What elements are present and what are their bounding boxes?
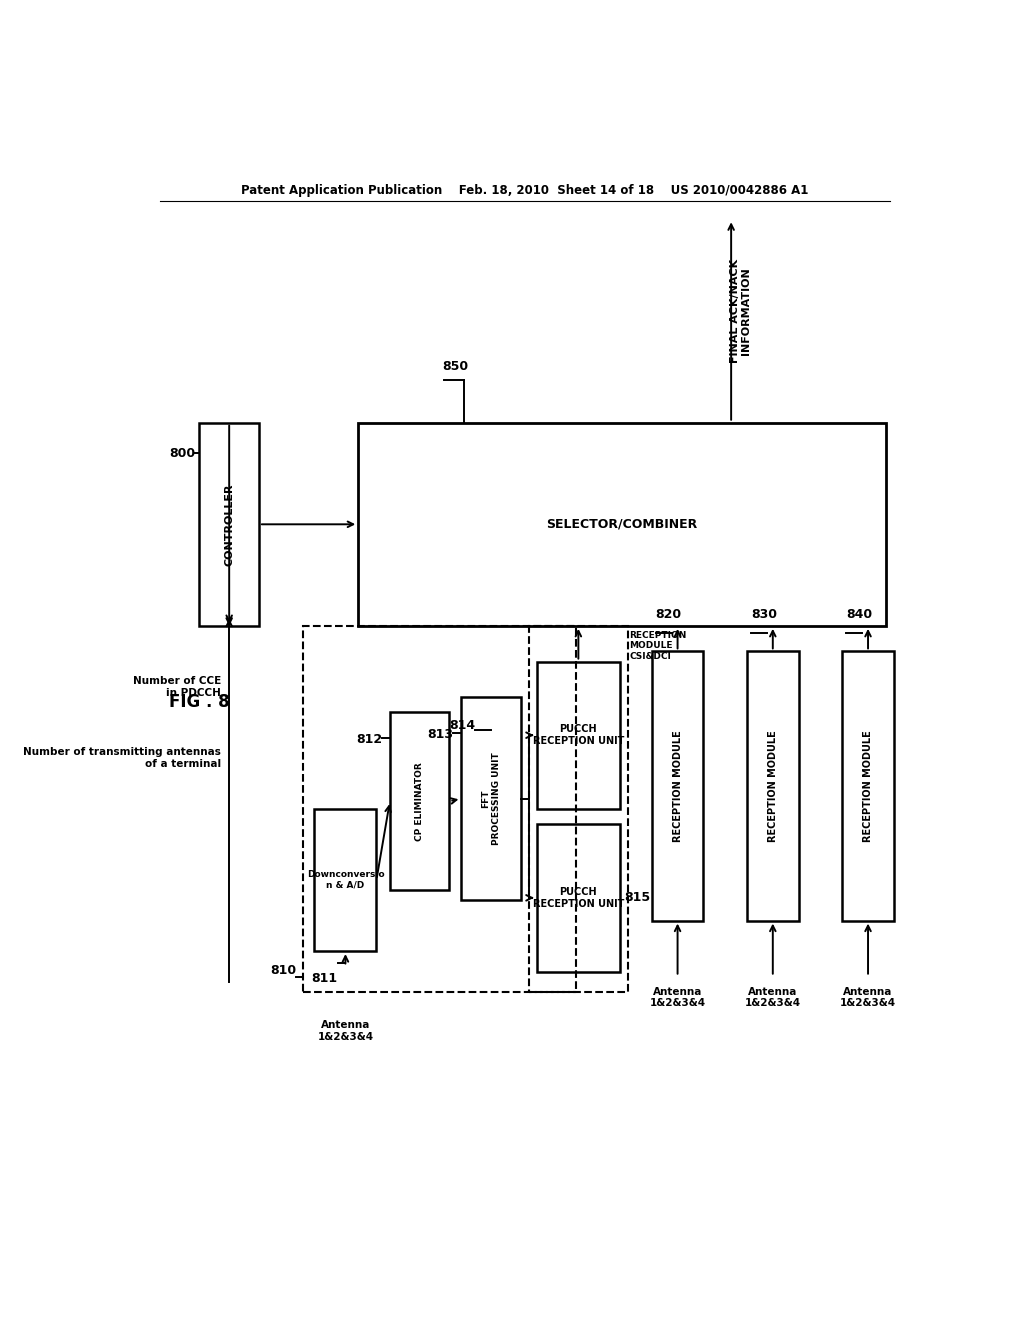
Bar [537,661,620,809]
Text: RECEPTION MODULE: RECEPTION MODULE [673,730,683,842]
Text: Antenna
1&2&3&4: Antenna 1&2&3&4 [649,987,706,1008]
Text: Number of transmitting antennas
of a terminal: Number of transmitting antennas of a ter… [24,747,221,768]
Bar [303,626,577,991]
Text: PUCCH
RECEPTION UNIT: PUCCH RECEPTION UNIT [532,725,624,746]
Bar [461,697,521,900]
Bar [537,824,620,972]
Text: 840: 840 [846,609,872,620]
Bar [842,651,894,921]
Text: 830: 830 [751,609,777,620]
Text: Number of CCE
in PDCCH: Number of CCE in PDCCH [133,676,221,698]
Text: 814: 814 [450,718,475,731]
Bar [652,651,703,921]
Text: 810: 810 [270,964,296,977]
Text: CP ELIMINATOR: CP ELIMINATOR [415,762,424,841]
Text: 811: 811 [311,972,338,985]
Bar [358,422,886,626]
Text: Downconversio
n & A/D: Downconversio n & A/D [306,870,384,890]
Text: Antenna
1&2&3&4: Antenna 1&2&3&4 [840,987,896,1008]
Bar [200,422,259,626]
Text: 800: 800 [169,446,196,459]
Text: FINAL ACK/NACK
INFORMATION: FINAL ACK/NACK INFORMATION [730,259,752,363]
Bar [748,651,799,921]
Text: FFT
PROCESSING UNIT: FFT PROCESSING UNIT [481,752,501,845]
Text: Patent Application Publication    Feb. 18, 2010  Sheet 14 of 18    US 2010/00428: Patent Application Publication Feb. 18, … [241,185,809,198]
Text: 820: 820 [655,609,682,620]
Text: PUCCH
RECEPTION UNIT: PUCCH RECEPTION UNIT [532,887,624,908]
Text: RECEPTION
MODULE
CSI&DCI: RECEPTION MODULE CSI&DCI [630,631,687,661]
Text: SELECTOR/COMBINER: SELECTOR/COMBINER [547,517,697,531]
Text: Antenna
1&2&3&4: Antenna 1&2&3&4 [317,1020,374,1041]
Text: 815: 815 [624,891,650,904]
Text: Antenna
1&2&3&4: Antenna 1&2&3&4 [744,987,801,1008]
Text: RECEPTION MODULE: RECEPTION MODULE [768,730,778,842]
Bar [314,809,377,952]
Text: 813: 813 [427,727,454,741]
Text: FIG . 8: FIG . 8 [169,693,229,711]
Text: RECEPTION MODULE: RECEPTION MODULE [863,730,873,842]
Text: CONTROLLER: CONTROLLER [224,483,234,565]
Bar [390,713,450,890]
Bar [528,626,628,991]
Text: 850: 850 [442,360,469,374]
Text: 812: 812 [355,733,382,746]
